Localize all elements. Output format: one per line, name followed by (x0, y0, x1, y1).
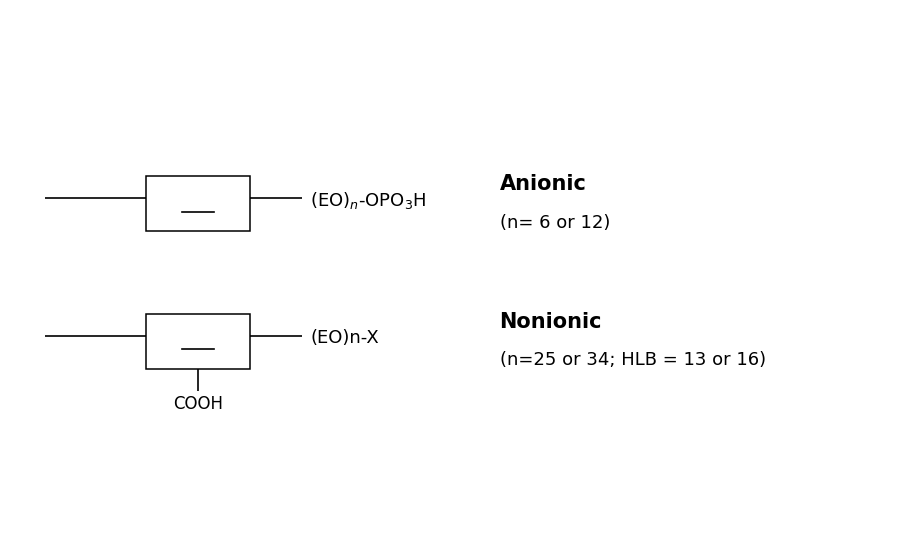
Text: Anionic: Anionic (500, 174, 587, 194)
Bar (146, 176, 250, 231)
Text: (EO)$_n$-OPO$_3$H: (EO)$_n$-OPO$_3$H (310, 190, 427, 211)
Text: Nonionic: Nonionic (500, 312, 602, 332)
Text: COOH: COOH (173, 395, 223, 413)
Text: (EO)n-X: (EO)n-X (310, 329, 379, 347)
Text: (n= 6 or 12): (n= 6 or 12) (500, 214, 610, 232)
Bar (146, 314, 250, 369)
Text: (n=25 or 34; HLB = 13 or 16): (n=25 or 34; HLB = 13 or 16) (500, 351, 766, 369)
